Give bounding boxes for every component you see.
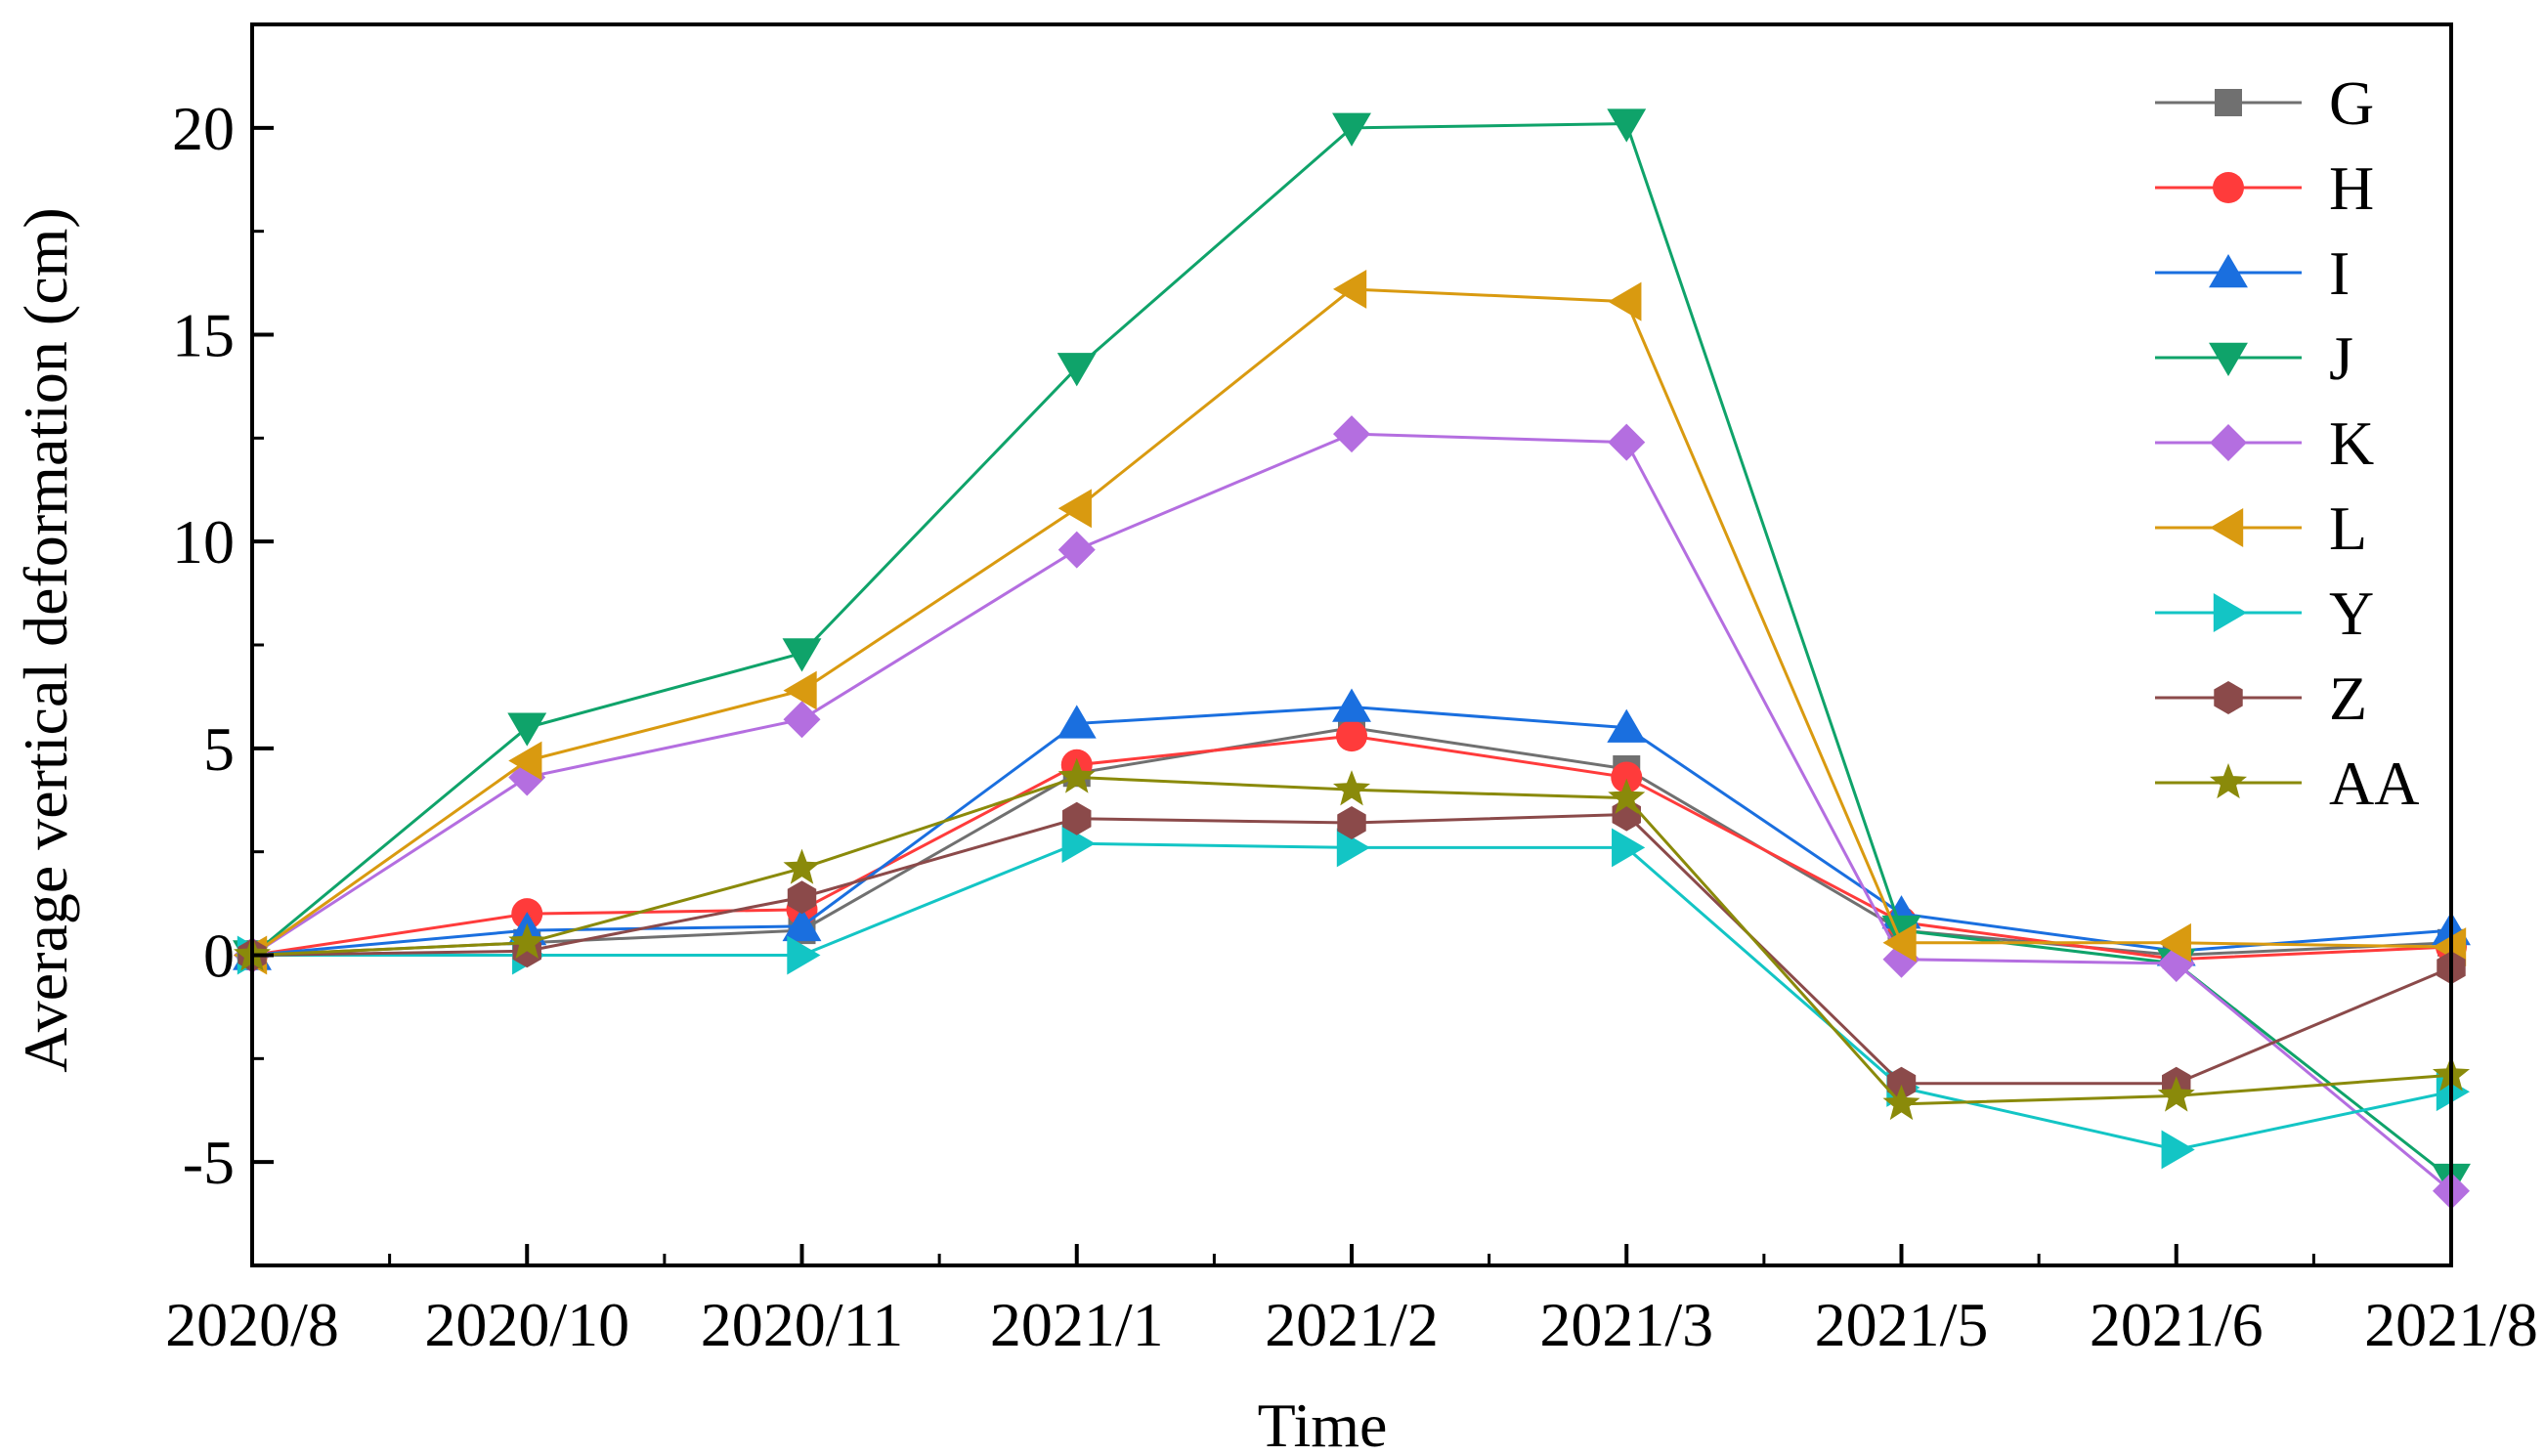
plot-frame bbox=[250, 22, 2453, 1267]
data-point-k bbox=[1057, 531, 1096, 569]
data-point-z bbox=[787, 880, 817, 915]
series-line-y bbox=[252, 841, 2452, 1152]
y-tick-label: -5 bbox=[183, 1128, 235, 1197]
data-point-h bbox=[1336, 720, 1367, 752]
data-point-z bbox=[1062, 801, 1092, 835]
legend-label-h: H bbox=[2329, 153, 2374, 223]
legend-label-j: J bbox=[2329, 323, 2353, 393]
x-tick-label: 2021/3 bbox=[1539, 1290, 1713, 1359]
legend-marker-h bbox=[2213, 172, 2244, 203]
x-tick-label: 2021/5 bbox=[1815, 1290, 1989, 1359]
legend-label-k: K bbox=[2329, 408, 2374, 478]
data-point-aa bbox=[1332, 770, 1371, 806]
legend-marker-z bbox=[2214, 681, 2243, 714]
legend-label-l: L bbox=[2329, 493, 2367, 563]
data-point-aa bbox=[508, 922, 546, 959]
y-tick-label: 5 bbox=[203, 714, 235, 784]
data-point-j bbox=[1057, 353, 1097, 387]
legend-label-y: Y bbox=[2329, 578, 2374, 648]
data-point-i bbox=[1332, 688, 1371, 722]
data-point-i bbox=[1057, 705, 1097, 739]
legend-label-z: Z bbox=[2329, 664, 2367, 733]
data-point-j bbox=[507, 712, 547, 747]
data-point-z bbox=[1886, 1066, 1917, 1100]
data-point-l bbox=[1882, 922, 1917, 963]
legend-marker-k bbox=[2210, 424, 2247, 461]
data-point-y bbox=[787, 935, 821, 975]
legend-marker-y bbox=[2213, 593, 2247, 632]
data-point-l bbox=[783, 670, 817, 710]
legend-marker-aa bbox=[2209, 763, 2248, 799]
legend-marker-g bbox=[2215, 89, 2242, 116]
data-point-i bbox=[1607, 708, 1647, 743]
x-tick-label: 2021/1 bbox=[990, 1290, 1164, 1359]
plot-layer bbox=[233, 108, 2471, 1210]
legend-label-g: G bbox=[2329, 68, 2374, 138]
x-tick-label: 2020/10 bbox=[424, 1290, 629, 1359]
x-tick-label: 2021/8 bbox=[2364, 1290, 2538, 1359]
legend-label-i: I bbox=[2329, 238, 2350, 308]
y-tick-label: 10 bbox=[172, 507, 235, 577]
data-point-y bbox=[2161, 1130, 2195, 1170]
data-point-l bbox=[1057, 489, 1092, 529]
x-tick-label: 2021/6 bbox=[2090, 1290, 2264, 1359]
data-point-aa bbox=[1608, 778, 1646, 814]
axes-layer: -5 0 5 10 15 20 2020/8 2020/10 2020/11 2021/1 2021… bbox=[165, 22, 2538, 1359]
x-tick-label: 2020/8 bbox=[165, 1290, 339, 1359]
data-point-k bbox=[783, 701, 821, 739]
data-point-l bbox=[508, 741, 542, 781]
data-point-l bbox=[1333, 269, 1367, 309]
data-point-i bbox=[782, 907, 822, 942]
data-point-z bbox=[1337, 806, 1366, 840]
y-tick-label: 20 bbox=[172, 94, 235, 163]
data-point-j bbox=[1332, 112, 1371, 147]
data-point-y bbox=[1336, 828, 1370, 868]
y-axis-title: Average vertical deformation (cm) bbox=[11, 207, 80, 1072]
legend-label-aa: AA bbox=[2329, 749, 2419, 818]
legend-marker-j bbox=[2209, 342, 2248, 376]
legend-marker-l bbox=[2210, 508, 2244, 547]
data-point-aa bbox=[1882, 1084, 1920, 1121]
y-tick-label: 0 bbox=[203, 921, 235, 991]
data-point-aa bbox=[783, 848, 821, 884]
data-point-aa bbox=[1057, 757, 1096, 793]
data-point-l bbox=[1608, 281, 1642, 321]
data-point-h bbox=[1611, 761, 1643, 793]
data-point-aa bbox=[2157, 1076, 2195, 1112]
data-point-y bbox=[1061, 824, 1096, 864]
legend-marker-i bbox=[2209, 254, 2248, 288]
data-point-j bbox=[782, 638, 822, 672]
data-point-k bbox=[1333, 415, 1370, 453]
x-tick-label: 2020/11 bbox=[701, 1290, 903, 1359]
x-tick-label: 2021/2 bbox=[1265, 1290, 1439, 1359]
y-tick-label: 15 bbox=[172, 301, 235, 370]
x-axis-title: Time bbox=[1258, 1391, 1388, 1456]
data-point-y bbox=[1612, 828, 1646, 868]
data-point-k bbox=[1608, 423, 1646, 461]
data-point-j bbox=[1607, 108, 1647, 143]
data-point-l bbox=[2157, 922, 2191, 963]
